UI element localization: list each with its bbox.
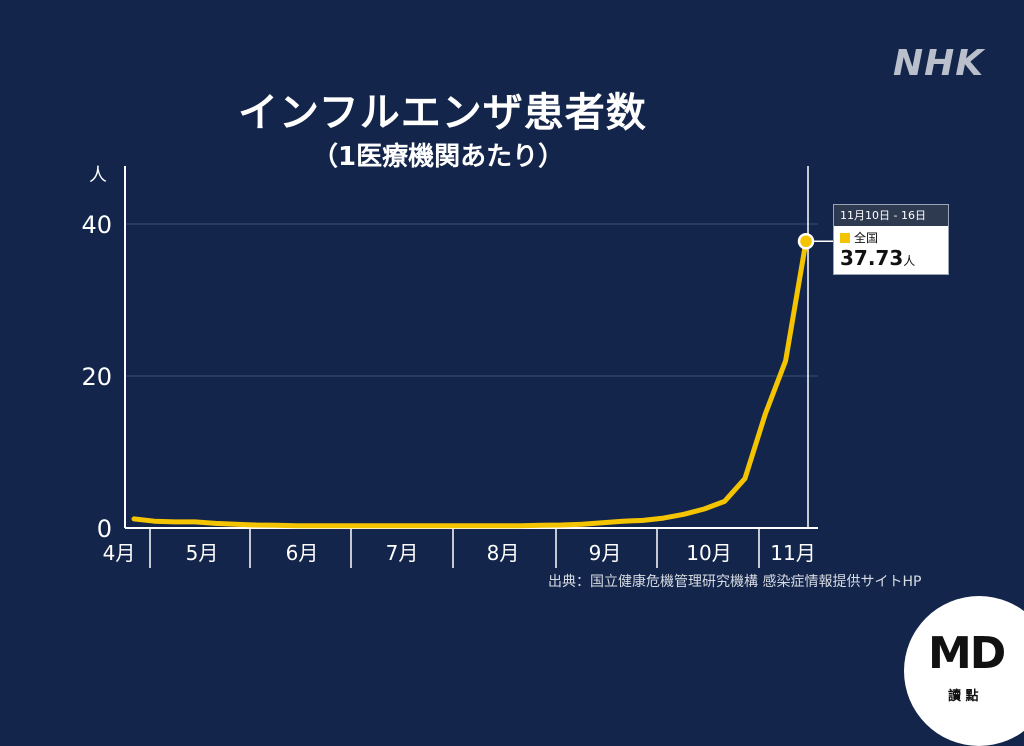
x-tick-label-5: 8月	[487, 541, 520, 565]
chart-stage: 0 20 40 4月 5月 6月 7月 8月 9月 10月 11月 人 インフルエンザ患者数 （1…	[81, 43, 1024, 746]
callout-series-name: 全国	[854, 231, 879, 245]
x-tick-label-4: 7月	[386, 541, 419, 565]
y-tick-label-20: 20	[81, 363, 112, 391]
callout-unit: 人	[903, 254, 916, 268]
x-tick-label-6: 9月	[589, 541, 622, 565]
y-axis-label: 人	[89, 165, 107, 186]
x-tick-label-2: 5月	[186, 541, 219, 565]
callout-period: 11月10日 - 16日	[834, 205, 948, 226]
x-tick-label-3: 6月	[286, 541, 319, 565]
y-tick-label-40: 40	[81, 211, 112, 239]
source-note: 出典：国立健康危機管理研究機構 感染症情報提供サイトHP	[548, 574, 922, 590]
nhk-logo: NHK	[893, 43, 985, 84]
last-point-marker	[797, 233, 815, 250]
grid-lines	[125, 223, 818, 377]
y-tick-labels: 0 20 40	[81, 211, 112, 543]
legend-swatch-icon	[840, 232, 850, 243]
chart-title: インフルエンザ患者数	[238, 90, 647, 136]
y-tick-label-0: 0	[97, 515, 112, 543]
md-badge-subtext: 讀 點	[948, 689, 979, 704]
chart-subtitle: （1医療機関あたり）	[312, 142, 565, 172]
x-tick-label-1: 4月	[103, 541, 136, 565]
md-badge-text: MD	[928, 628, 1006, 679]
md-badge-logo	[904, 596, 1024, 746]
series-line-0	[131, 238, 809, 529]
value-callout: 11月10日 - 16日 全国 37.73人	[833, 204, 949, 275]
chart-svg: 0 20 40 4月 5月 6月 7月 8月 9月 10月 11月 人	[81, 165, 833, 568]
x-tick-label-8: 11月	[770, 541, 815, 565]
x-tick-label-7: 10月	[686, 541, 731, 565]
x-tick-labels: 4月 5月 6月 7月 8月 9月 10月 11月	[103, 541, 816, 565]
callout-value: 37.73	[840, 246, 904, 270]
series-layer	[131, 233, 833, 529]
